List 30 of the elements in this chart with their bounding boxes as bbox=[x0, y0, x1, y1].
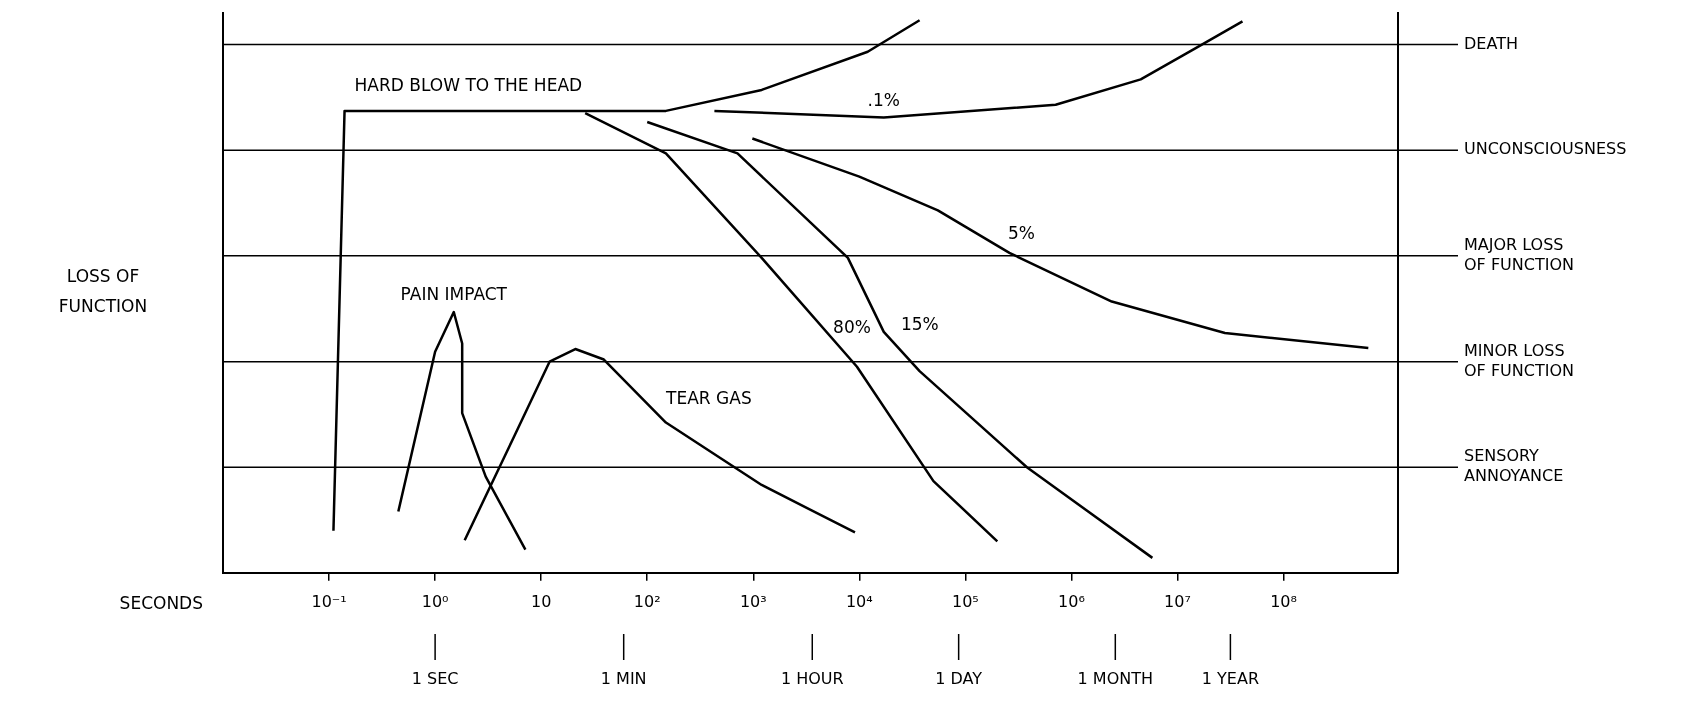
series-label: PAIN IMPACT bbox=[400, 284, 508, 305]
x-tick-label: 10⁷ bbox=[1164, 591, 1191, 611]
x-tick-label: 10³ bbox=[739, 591, 767, 611]
x-tick-label: 10⁰ bbox=[421, 591, 449, 611]
x-tick-label: 10⁻¹ bbox=[311, 591, 347, 611]
series-label: 5% bbox=[1007, 223, 1035, 244]
series-label: HARD BLOW TO THE HEAD bbox=[354, 75, 583, 96]
ref-line-label: 1 YEAR bbox=[1201, 669, 1259, 689]
ref-line-label: 1 HOUR bbox=[780, 669, 844, 689]
x-tick-label: 10⁴ bbox=[845, 591, 873, 611]
ref-line-label: SENSORY ANNOYANCE bbox=[1464, 446, 1564, 486]
ref-line-label: MINOR LOSS OF FUNCTION bbox=[1464, 340, 1574, 380]
ref-line-label: 1 MONTH bbox=[1077, 669, 1154, 689]
y-axis-title: LOSS OF FUNCTION bbox=[58, 265, 148, 316]
ref-line-label: 1 MIN bbox=[600, 669, 647, 689]
x-tick-label: 10⁸ bbox=[1270, 591, 1297, 611]
x-tick-label: 10 bbox=[530, 591, 552, 611]
x-tick-label: 10⁶ bbox=[1058, 591, 1085, 611]
ref-line-label: UNCONSCIOUSNESS bbox=[1464, 139, 1627, 159]
x-tick-label: 10⁵ bbox=[951, 591, 979, 611]
ref-line-label: MAJOR LOSS OF FUNCTION bbox=[1464, 234, 1574, 274]
ref-line-label: DEATH bbox=[1464, 33, 1518, 53]
series-label: .1% bbox=[867, 89, 900, 110]
series-label: 15% bbox=[900, 314, 939, 335]
x-tick-label: 10² bbox=[633, 591, 661, 611]
series-label: 80% bbox=[833, 317, 871, 338]
ref-line-label: 1 SEC bbox=[411, 669, 459, 689]
ref-line-label: 1 DAY bbox=[935, 669, 983, 689]
x-axis-title: SECONDS bbox=[119, 593, 203, 614]
series-label: TEAR GAS bbox=[665, 387, 752, 408]
